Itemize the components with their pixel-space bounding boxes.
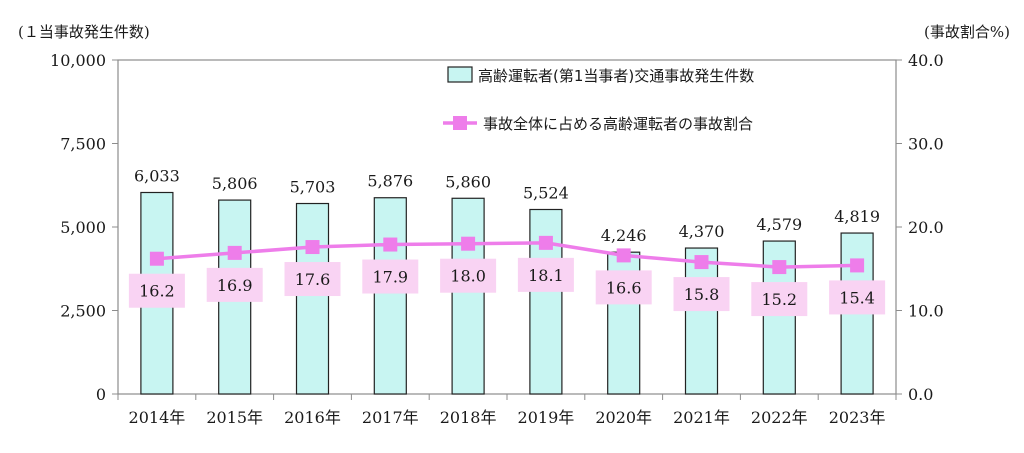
bar-value-label: 5,860	[445, 172, 491, 191]
line-label-background	[595, 270, 652, 305]
x-tick-label: 2018年	[440, 408, 497, 427]
line-value-label: 15.4	[839, 288, 875, 307]
bar-value-label: 5,524	[523, 183, 569, 202]
legend-bar-swatch	[447, 66, 473, 83]
bar-value-label: 4,579	[756, 215, 802, 234]
line-marker	[461, 236, 476, 251]
line-value-label: 17.6	[295, 270, 331, 289]
line-marker	[694, 255, 709, 270]
x-tick-label: 2015年	[206, 408, 263, 427]
line-label-background	[206, 267, 263, 302]
x-tick-label: 2017年	[362, 408, 419, 427]
line-value-label: 16.2	[139, 282, 175, 301]
bar-value-label: 6,033	[134, 166, 180, 185]
right-axis-unit: (事故割合%)	[924, 23, 1010, 41]
right-tick-label: 40.0	[908, 51, 944, 70]
line-series	[149, 235, 865, 275]
left-tick-label: 2,500	[60, 302, 106, 321]
line-label-background	[284, 262, 341, 297]
bar	[451, 197, 485, 395]
line-label-background	[829, 280, 886, 315]
x-tick-label: 2023年	[829, 408, 886, 427]
line-label-background	[362, 259, 419, 294]
bar-value-label: 5,806	[212, 174, 258, 193]
bar-value-label: 4,370	[679, 222, 725, 241]
line-label-background	[440, 258, 497, 293]
left-axis-unit: (１当事故発生件数)	[18, 23, 150, 41]
line-value-label: 15.2	[761, 290, 797, 309]
line-value-label: 16.9	[217, 276, 253, 295]
legend-line-label: 事故全体に占める高齢運転者の事故割合	[483, 115, 753, 133]
line-marker	[850, 258, 865, 273]
line-marker	[772, 260, 787, 275]
line-value-label: 18.1	[528, 266, 564, 285]
bar-value-label: 4,819	[834, 207, 880, 226]
line-value-label: 18.0	[450, 267, 486, 286]
right-tick-label: 30.0	[908, 135, 944, 154]
line-label-background	[128, 273, 185, 308]
line-marker	[616, 248, 631, 263]
legend-line-marker	[453, 116, 467, 130]
line-label-background	[517, 257, 574, 292]
bar-value-labels: 6,033 5,806 5,703 5,876 5,860 5,524 4,246 4,370…	[134, 166, 880, 245]
x-tick-label: 2014年	[129, 408, 186, 427]
x-tick-label: 2016年	[284, 408, 341, 427]
line-value-label: 16.6	[606, 278, 642, 297]
legend: 高齢運転者(第1当事者)交通事故発生件数 事故全体に占める高齢運転者の事故割合	[443, 66, 754, 133]
x-tick-label: 2020年	[595, 408, 652, 427]
left-axis-ticks: 0 2,500 5,000 7,500 10,000	[50, 51, 118, 404]
line-path	[156, 241, 858, 269]
legend-bar-label: 高齢運転者(第1当事者)交通事故発生件数	[478, 67, 754, 85]
line-label-background	[751, 282, 808, 317]
left-tick-label: 10,000	[50, 51, 106, 70]
bar-value-label: 5,703	[290, 178, 336, 197]
line-value-label: 15.8	[684, 285, 720, 304]
line-marker	[538, 235, 553, 250]
right-tick-label: 10.0	[908, 302, 944, 321]
bar	[684, 247, 719, 395]
line-value-labels: 16.2 16.9 17.6 17.9 18.0 18.1 16.6 15.8 15.2 15.4	[128, 257, 886, 317]
left-tick-label: 0	[96, 385, 106, 404]
line-label-background	[673, 277, 730, 312]
line-marker	[383, 237, 398, 252]
x-axis-ticks: 2014年 2015年 2016年 2017年 2018年 2019年 2020年 2021年…	[117, 394, 897, 427]
line-marker	[305, 240, 320, 255]
line-marker	[227, 245, 242, 260]
bar	[529, 208, 563, 395]
right-tick-label: 0.0	[908, 385, 933, 404]
bar-value-label: 4,246	[601, 226, 647, 245]
x-tick-label: 2019年	[518, 408, 575, 427]
left-tick-label: 5,000	[60, 218, 106, 237]
right-tick-label: 20.0	[908, 218, 944, 237]
left-tick-label: 7,500	[60, 135, 106, 154]
line-marker	[149, 251, 164, 266]
line-value-label: 17.9	[372, 268, 408, 287]
bar	[373, 197, 407, 395]
x-tick-label: 2022年	[751, 408, 808, 427]
x-tick-label: 2021年	[673, 408, 730, 427]
bar-value-label: 5,876	[367, 172, 413, 191]
bar	[295, 202, 330, 395]
right-axis-ticks: 0.0 10.0 20.0 30.0 40.0	[896, 51, 944, 404]
